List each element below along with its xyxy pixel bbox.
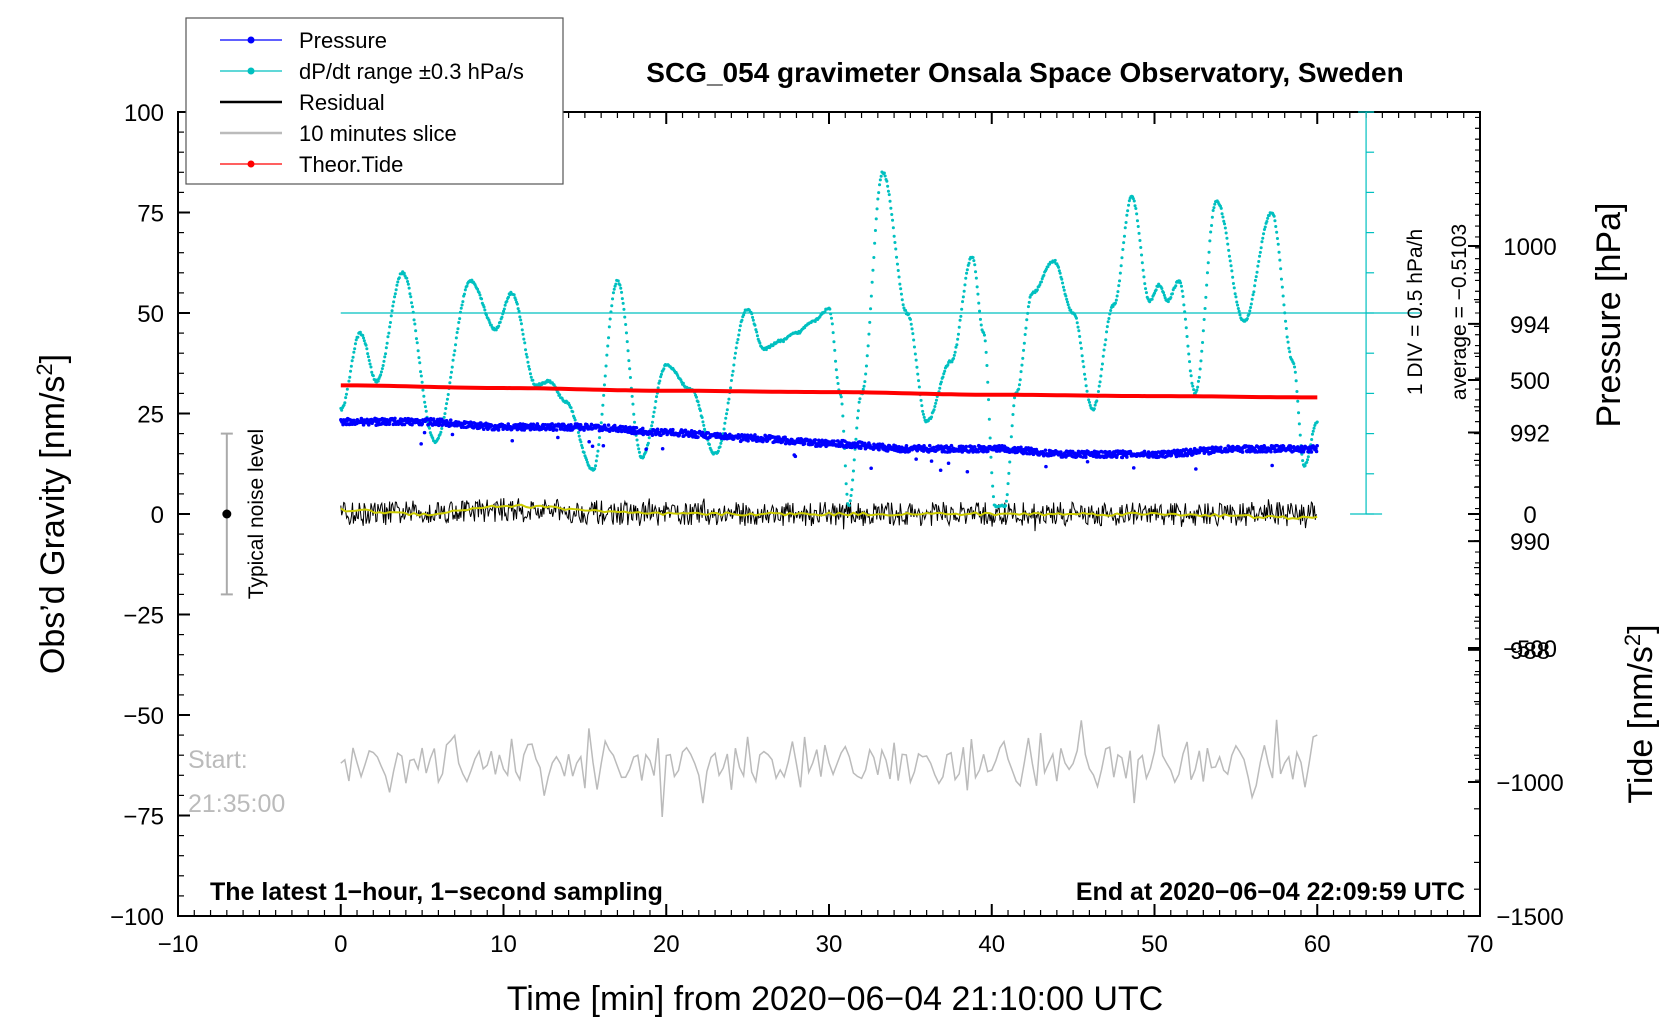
legend-marker (247, 160, 255, 168)
y-tick-label: 50 (137, 301, 164, 328)
x-tick-label: 10 (490, 931, 517, 958)
y-axis-left-title: Obs’d Gravity [nm/s2] (32, 354, 72, 674)
y-axis-left: −100 −75 −50 −25 0 25 50 75 100 (110, 100, 190, 931)
y-tick-label: −75 (123, 804, 164, 831)
series-pressure (339, 416, 1319, 474)
series-theor-tide (340, 383, 1318, 400)
legend: Pressure dP/dt range ±0.3 hPa/s Residual 10… (185, 17, 564, 185)
x-tick-label: 70 (1467, 931, 1494, 958)
y-axis-tide-title-sup: 2 (1620, 634, 1645, 646)
x-tick-label: 30 (816, 931, 843, 958)
tide-tick-label: −1500 (1496, 904, 1563, 931)
x-tick-label: 0 (334, 931, 347, 958)
y-axis-tide: −1500 −1000 −500 0 500 1000 (1468, 234, 1564, 931)
legend-label: Pressure (299, 28, 387, 53)
series-layer (220, 111, 1420, 818)
legend-items: Pressure dP/dt range ±0.3 hPa/s Residual 10… (220, 28, 524, 177)
pressure-tick-label: 990 (1510, 529, 1550, 556)
x-tick-label: 60 (1304, 931, 1331, 958)
y-axis-tide-title: Tide [nm/s2] (1620, 624, 1660, 803)
tide-tick-label: 1000 (1503, 234, 1556, 261)
tide-tick-label: 500 (1510, 368, 1550, 395)
legend-label: Residual (299, 90, 385, 115)
y-axis-pressure: 988 990 992 994 (1468, 116, 1550, 781)
annotation-start-label: Start: (188, 746, 248, 774)
pressure-tick-label: 988 (1510, 638, 1550, 665)
x-tick-label: 20 (653, 931, 680, 958)
annotation-end-time: End at 2020−06−04 22:09:59 UTC (1076, 878, 1465, 906)
y-axis-left-title-sup: 2 (32, 363, 57, 375)
y-tick-label: 25 (137, 402, 164, 429)
legend-label: dP/dt range ±0.3 hPa/s (299, 59, 524, 84)
y-tick-label: 75 (137, 201, 164, 228)
x-axis: −10 0 10 20 30 40 50 60 70 (158, 112, 1494, 958)
tide-tick-label: 0 (1523, 502, 1536, 529)
y-tick-label: 100 (124, 100, 164, 127)
noise-level-label: Typical noise level (245, 429, 268, 599)
x-tick-label: 50 (1141, 931, 1168, 958)
series-10-minutes-slice (340, 719, 1318, 818)
legend-label: Theor.Tide (299, 152, 403, 177)
annotation-start-time: 21:35:00 (188, 790, 285, 818)
x-tick-label: −10 (158, 931, 199, 958)
pressure-tick-label: 992 (1510, 421, 1550, 448)
pressure-tick-label: 994 (1510, 312, 1550, 339)
legend-label: 10 minutes slice (299, 121, 457, 146)
annotation-div: 1 DIV = 0.5 hPa/h (1404, 229, 1427, 395)
y-tick-label: −50 (123, 703, 164, 730)
chart-title: SCG_054 gravimeter Onsala Space Observat… (646, 57, 1403, 88)
tide-tick-label: −1000 (1496, 770, 1563, 797)
y-tick-label: −100 (110, 904, 164, 931)
noise-level-dot (222, 509, 232, 519)
y-tick-label: −25 (123, 603, 164, 630)
x-tick-label: 40 (978, 931, 1005, 958)
legend-marker (247, 67, 255, 75)
x-axis-title: Time [min] from 2020−06−04 21:10:00 UTC (507, 980, 1163, 1018)
annotation-average: average = −0.5103 (1448, 224, 1471, 400)
legend-marker (247, 36, 255, 44)
annotation-sampling: The latest 1−hour, 1−second sampling (210, 878, 663, 906)
series-residual-smoothed (340, 503, 1318, 520)
y-tick-label: 0 (151, 502, 164, 529)
tide-tick-label: −500 (1503, 636, 1557, 663)
y-axis-pressure-title: Pressure [hPa] (1590, 203, 1628, 428)
